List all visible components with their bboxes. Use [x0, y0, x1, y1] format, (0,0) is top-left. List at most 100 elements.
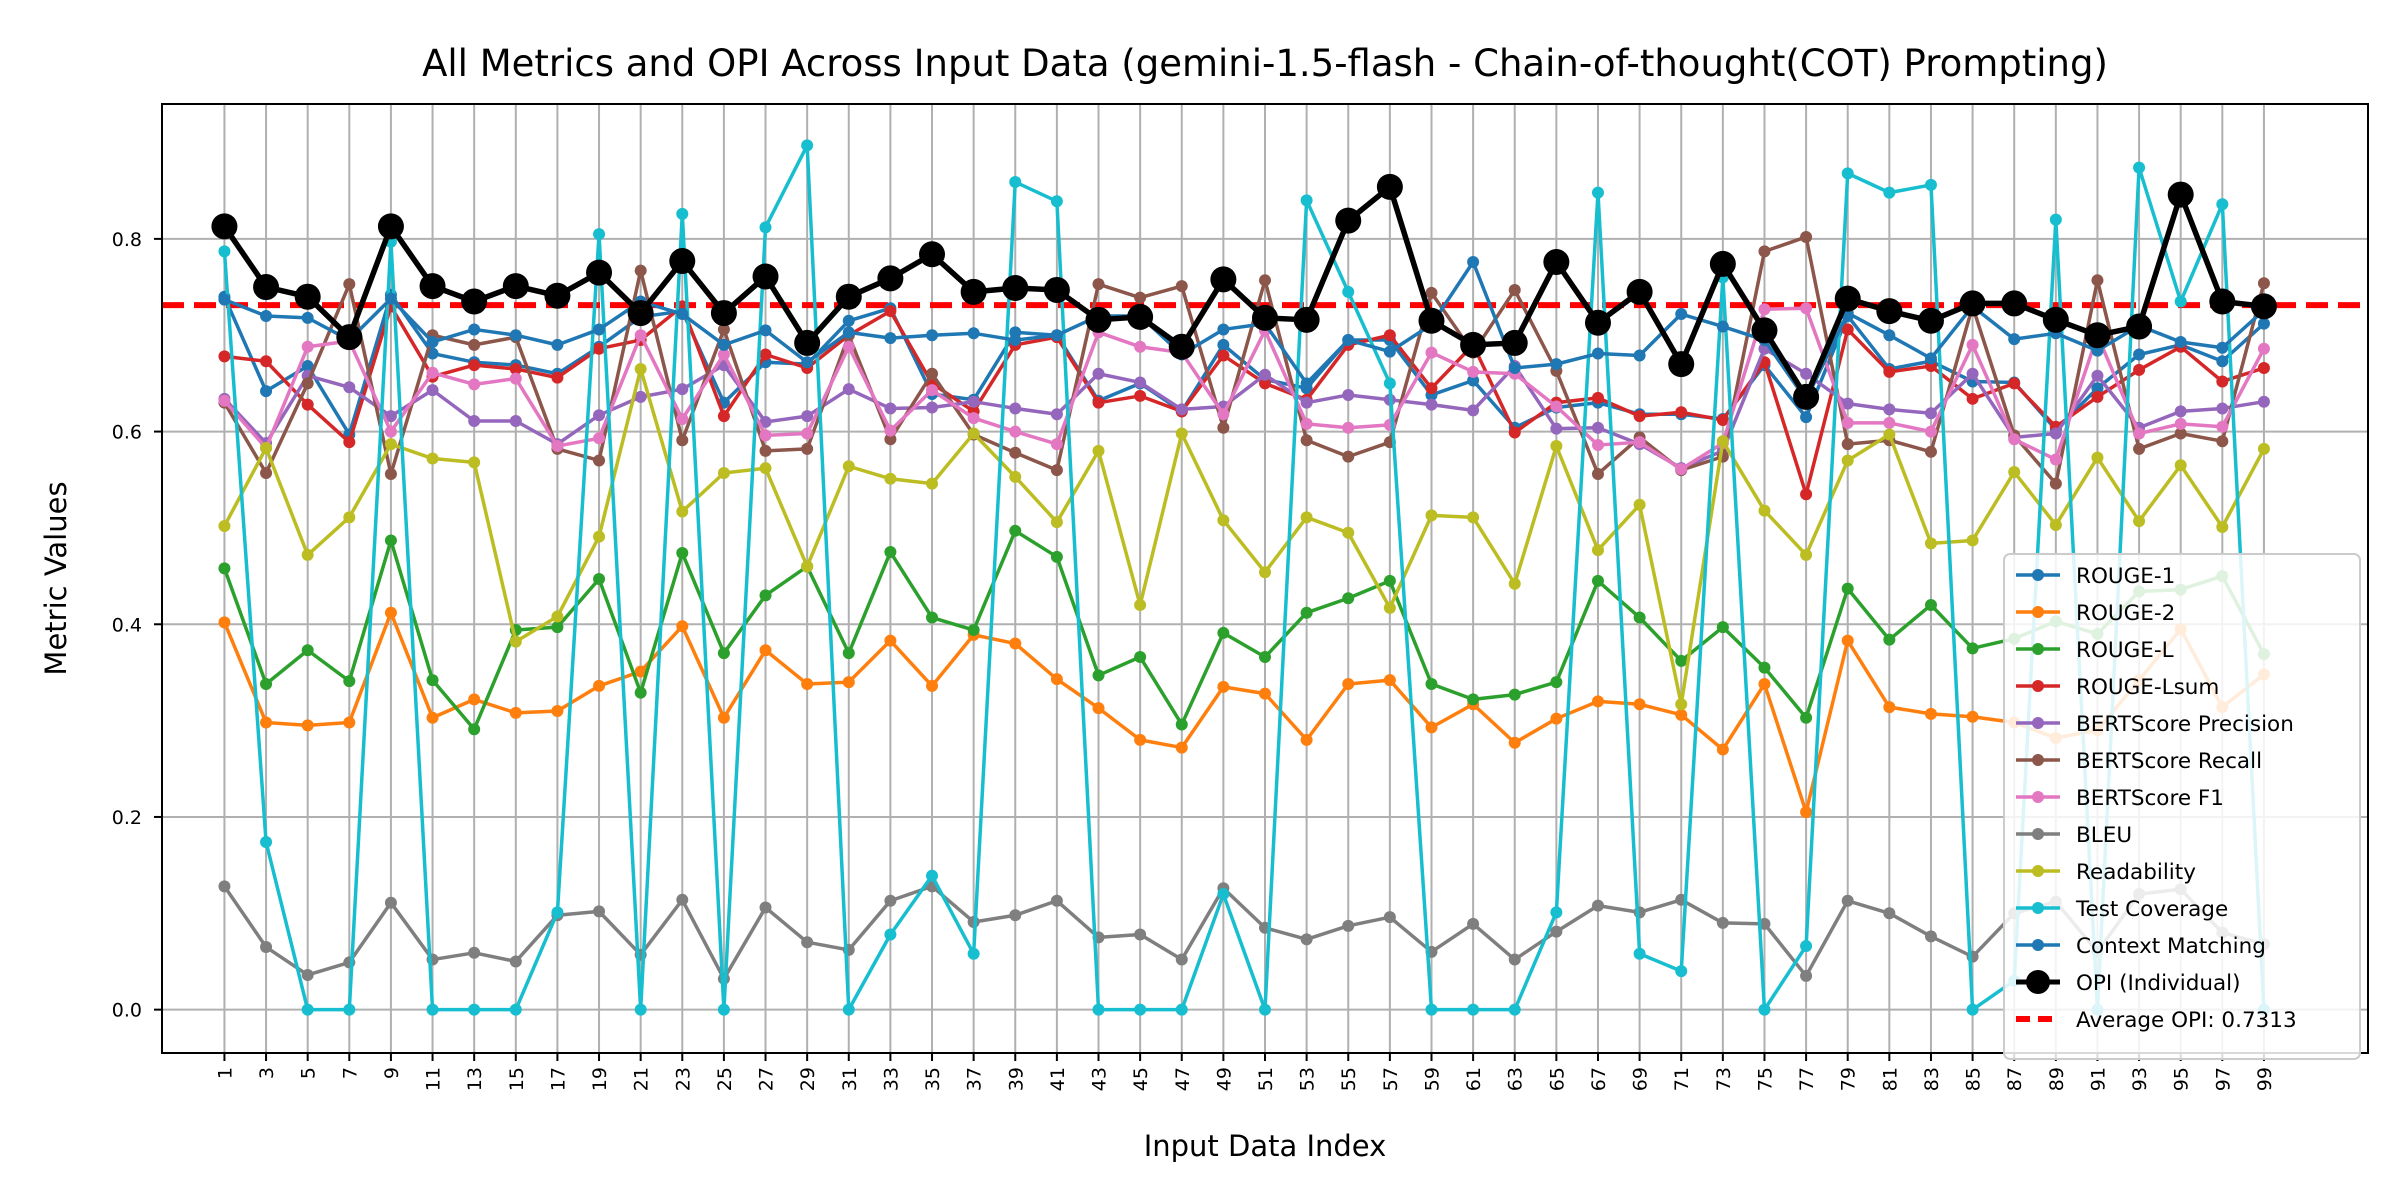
data-point	[593, 342, 606, 355]
data-point	[676, 620, 689, 633]
data-point	[1383, 329, 1396, 342]
data-point	[260, 941, 273, 954]
x-tick-label: 53	[1297, 1067, 1319, 1091]
data-point	[717, 348, 730, 361]
data-point	[1633, 947, 1646, 960]
data-point	[1758, 1003, 1771, 1016]
data-point	[593, 530, 606, 543]
x-tick-label: 35	[922, 1067, 944, 1091]
y-axis-title: Metric Values	[39, 481, 73, 675]
data-point	[926, 477, 939, 490]
x-tick-label: 43	[1089, 1067, 1111, 1091]
data-point	[2049, 519, 2062, 532]
data-point	[1758, 661, 1771, 674]
data-point	[1300, 511, 1313, 524]
legend-item: Context Matching	[2016, 934, 2266, 959]
data-point	[260, 716, 273, 729]
data-point	[2216, 435, 2229, 448]
x-tick-label: 9	[381, 1067, 403, 1079]
x-tick-label: 51	[1255, 1067, 1277, 1091]
data-point	[468, 693, 481, 706]
x-tick-label: 21	[631, 1067, 653, 1091]
data-point	[301, 377, 314, 390]
data-point	[260, 677, 273, 690]
x-tick-label: 91	[2087, 1067, 2109, 1091]
x-tick-label: 93	[2129, 1067, 2151, 1091]
data-point	[1418, 307, 1445, 334]
data-point	[1966, 534, 1979, 547]
legend-marker	[2032, 717, 2044, 729]
series-bleu	[218, 880, 2270, 985]
data-point	[884, 546, 897, 559]
data-point	[835, 283, 862, 310]
data-point	[593, 454, 606, 467]
data-point	[1168, 333, 1195, 360]
data-point	[1009, 446, 1022, 459]
x-tick-label: 37	[964, 1067, 986, 1091]
data-point	[301, 644, 314, 657]
data-point	[1383, 574, 1396, 587]
data-point	[551, 338, 564, 351]
x-tick-label: 1	[214, 1067, 236, 1079]
data-point	[926, 367, 939, 380]
data-point	[1467, 365, 1480, 378]
legend-item: Average OPI: 0.7313	[2016, 1008, 2297, 1033]
data-point	[384, 438, 397, 451]
data-point	[1259, 651, 1271, 664]
data-point	[426, 711, 439, 724]
data-point	[1376, 173, 1403, 200]
data-point	[1300, 417, 1313, 430]
data-point	[926, 401, 939, 414]
data-point	[343, 436, 356, 449]
data-point	[1841, 454, 1854, 467]
data-point	[419, 273, 446, 300]
data-point	[301, 340, 314, 353]
data-point	[1342, 677, 1355, 690]
data-point	[1342, 919, 1355, 932]
data-point	[301, 398, 314, 411]
data-point	[1175, 741, 1188, 754]
data-point	[1883, 701, 1896, 714]
data-point	[260, 467, 273, 480]
x-tick-label: 41	[1047, 1067, 1069, 1091]
data-point	[218, 394, 231, 407]
data-point	[1800, 711, 1813, 724]
data-point	[1841, 438, 1854, 451]
data-point	[1550, 440, 1563, 453]
x-tick-label: 13	[464, 1067, 486, 1091]
data-point	[634, 665, 647, 678]
data-point	[384, 467, 397, 480]
data-point	[1050, 408, 1063, 421]
data-point	[1425, 398, 1438, 411]
data-point	[1591, 186, 1604, 199]
data-point	[551, 610, 564, 623]
data-point	[2257, 361, 2270, 374]
data-point	[426, 674, 439, 687]
data-point	[301, 968, 314, 981]
data-point	[967, 395, 980, 408]
data-point	[1508, 426, 1521, 439]
data-point	[1924, 352, 1937, 365]
data-point	[593, 572, 606, 585]
data-point	[343, 381, 356, 394]
data-point	[1550, 422, 1563, 435]
data-point	[1716, 743, 1729, 756]
series-layer	[211, 139, 2277, 1016]
data-point	[1050, 550, 1063, 563]
legend-marker	[2032, 791, 2044, 803]
data-point	[1675, 698, 1688, 711]
data-point	[2257, 442, 2270, 455]
legend-label: ROUGE-L	[2076, 638, 2174, 663]
data-point	[1293, 306, 1320, 333]
legend-label: Context Matching	[2076, 934, 2266, 959]
data-point	[260, 385, 273, 398]
data-point	[343, 675, 356, 688]
series-line	[222, 610, 2266, 814]
data-point	[2257, 317, 2270, 330]
data-point	[1050, 195, 1063, 208]
legend-marker	[2032, 754, 2044, 766]
data-point	[1924, 930, 1937, 943]
data-point	[2091, 369, 2104, 382]
data-point	[1501, 329, 1528, 356]
data-point	[2216, 420, 2229, 433]
